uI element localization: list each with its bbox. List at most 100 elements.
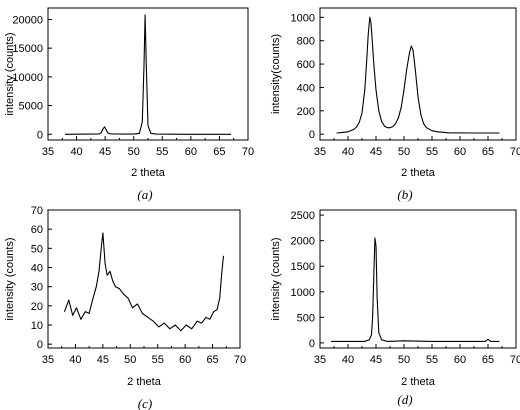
- panel-d-caption: (d): [397, 392, 412, 407]
- panel-d-data-point: [368, 339, 370, 341]
- panel-b-data-point: [400, 106, 402, 108]
- panel-c-y-tick-label: 10: [31, 320, 43, 332]
- panel-d-data-point: [498, 340, 500, 342]
- panel-b-data-point: [395, 123, 396, 125]
- panel-b-caption: (b): [397, 187, 412, 202]
- panel-b-data-point: [412, 49, 414, 51]
- panel-b-frame: [319, 7, 517, 141]
- panel-c-data-point: [196, 320, 198, 322]
- panel-d-data-point: [490, 340, 492, 342]
- panel-c-data-point: [169, 328, 171, 330]
- panel-d-x-axis-title: 2 theta: [401, 376, 436, 388]
- panel-a-data-point: [110, 133, 112, 135]
- panel-d-series-line: [331, 237, 500, 342]
- panel-c-x-tick-label: 60: [179, 354, 191, 366]
- panel-c-data-point: [118, 288, 120, 289]
- panel-c-data-point: [158, 326, 160, 328]
- panel-b-data-point: [470, 132, 472, 134]
- panel-a-x-axis-title: 2 theta: [131, 167, 166, 179]
- panel-c-x-tick-label: 55: [152, 354, 164, 366]
- panel-c-data-point: [191, 328, 193, 330]
- panel-b-x-axis-title: 2 theta: [401, 167, 436, 179]
- panel-c-x-tick-label: 45: [97, 354, 109, 366]
- panel-b-x-tick-label: 55: [426, 146, 438, 158]
- panel-a-x-tick-label: 45: [99, 146, 111, 158]
- panel-d-y-tick-label: 2000: [291, 236, 315, 248]
- panel-c-data-point: [185, 324, 187, 326]
- panel-d-frame: [319, 209, 517, 349]
- panel-c-data-point: [221, 270, 223, 272]
- panel-b-y-tick-label: 800: [297, 36, 315, 48]
- panel-c-data-point: [223, 255, 224, 257]
- panel-c-data-point: [147, 316, 149, 318]
- panel-b-data-point: [361, 112, 363, 114]
- panel-b-data-point: [375, 89, 377, 91]
- panel-d-x-tick-label: 70: [510, 354, 520, 366]
- panel-c-x-tick-label: 40: [69, 354, 81, 366]
- panel-c-data-point: [84, 311, 86, 312]
- panel-d-y-tick-label: 500: [297, 312, 315, 324]
- panel-c-data-point: [106, 274, 108, 276]
- panel-b-y-tick-label: 1000: [291, 12, 315, 24]
- panel-b-data-point: [426, 127, 427, 129]
- panel-b-data-point: [409, 51, 410, 53]
- panel-c-data-point: [201, 322, 203, 324]
- panel-c-data-point: [152, 320, 154, 322]
- panel-c-data-point: [137, 303, 138, 305]
- panel-b-data-point: [437, 131, 438, 133]
- panel-b-data-point: [342, 132, 343, 133]
- panel-b-data-point: [381, 120, 382, 122]
- panel-b-data-point: [358, 122, 360, 123]
- panel-b-data-point: [417, 96, 419, 98]
- panel-d-data-point: [487, 338, 489, 340]
- panel-b-data-point: [420, 113, 422, 115]
- panel-c-data-point: [76, 307, 77, 309]
- panel-d-data-point: [431, 340, 433, 342]
- panel-a-data-point: [143, 64, 145, 66]
- panel-c-y-tick-label: 70: [31, 205, 43, 217]
- panel-b-x-tick-label: 70: [510, 146, 520, 158]
- panel-c-data-point: [132, 307, 133, 309]
- panel-d-x-tick-label: 45: [370, 354, 382, 366]
- panel-b-data-point: [406, 68, 408, 70]
- panel-d-data-point: [364, 340, 366, 342]
- panel-a-x-tick-label: 40: [70, 146, 82, 158]
- panel-b-y-axis-title: intensity(counts): [270, 34, 282, 114]
- panel-c-series-line: [63, 232, 225, 332]
- panel-c-data-point: [68, 299, 70, 301]
- panel-c-caption: (c): [138, 396, 152, 410]
- panel-c-data-point: [64, 311, 65, 312]
- panel-d-data-point: [373, 276, 375, 277]
- panel-a-data-point: [100, 132, 102, 134]
- panel-b-data-point: [386, 127, 388, 129]
- panel-b-data-point: [403, 89, 405, 91]
- panel-d-data-point: [403, 340, 405, 342]
- panel-b-data-point: [367, 34, 369, 36]
- panel-d-data-point: [330, 340, 332, 342]
- panel-b-x-tick-label: 60: [454, 146, 466, 158]
- panel-d-y-tick-label: 0: [309, 338, 315, 350]
- panel-c-y-tick-label: 40: [31, 263, 43, 275]
- panel-a-y-tick-label: 20000: [12, 14, 43, 26]
- panel-d-x-tick-label: 60: [454, 354, 466, 366]
- panel-b-data-point: [431, 130, 433, 132]
- panel-c-y-tick-label: 50: [31, 243, 43, 255]
- panel-c-data-point: [219, 297, 221, 299]
- panel-d-y-tick-label: 1500: [291, 261, 315, 273]
- panel-b-data-point: [378, 110, 380, 112]
- panel-b-data-point: [410, 45, 412, 47]
- panel-a-data-point: [150, 133, 152, 134]
- panel-b-data-point: [353, 129, 354, 130]
- panel-a-data-point: [139, 133, 140, 134]
- panel-c-data-point: [115, 286, 116, 288]
- panel-d-data-point: [484, 340, 486, 342]
- panel-c-y-tick-label: 0: [37, 339, 43, 351]
- panel-a-data-point: [107, 132, 109, 134]
- panel-c-frame: [47, 209, 241, 349]
- panel-a-x-tick-label: 65: [213, 146, 225, 158]
- panel-c-data-point: [112, 280, 114, 282]
- panel-b-x-tick-label: 40: [342, 146, 354, 158]
- panel-d-x-tick-label: 35: [314, 354, 326, 366]
- panel-a-y-axis-title: intensity (counts): [4, 32, 16, 115]
- panel-c-data-point: [174, 324, 176, 326]
